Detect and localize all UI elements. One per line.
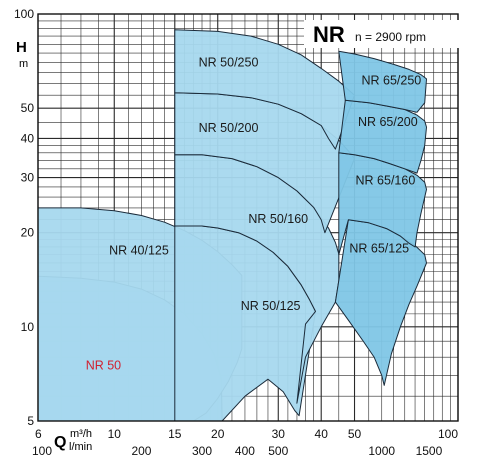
pump-regions bbox=[37, 29, 427, 422]
axis-ticks: 5 10 20 30 40 50 100 6 10 15 20 30 40 50 100 100 200 300 4… bbox=[14, 7, 458, 458]
region-label-nr-50-125: NR 50/125 bbox=[241, 299, 301, 313]
y-tick-label: 40 bbox=[21, 131, 35, 145]
y-tick-label: 100 bbox=[14, 7, 34, 21]
region-label-nr-65-160: NR 65/160 bbox=[356, 174, 416, 188]
region-label-nr-50: NR 50 bbox=[86, 359, 121, 373]
x-tick-label-m3h: 6 bbox=[35, 427, 42, 441]
x-tick-label-m3h: 50 bbox=[348, 427, 362, 441]
region-label-nr-40-125: NR 40/125 bbox=[109, 244, 169, 258]
region-label-nr-65-125: NR 65/125 bbox=[349, 241, 409, 255]
x-tick-label-m3h: 20 bbox=[211, 427, 225, 441]
region-label-nr-65-250: NR 65/250 bbox=[361, 74, 421, 88]
title-box: NR n = 2900 rpm bbox=[304, 20, 464, 48]
region-nr-65-250 bbox=[338, 50, 427, 113]
y-tick-label: 10 bbox=[21, 320, 35, 334]
region-label-nr-50-160: NR 50/160 bbox=[248, 212, 308, 226]
region-nr-50-250 bbox=[174, 29, 355, 150]
y-tick-label: 50 bbox=[21, 101, 35, 115]
y-tick-label: 5 bbox=[27, 414, 34, 428]
region-label-nr-50-200: NR 50/200 bbox=[199, 121, 259, 135]
x-tick-label-m3h: 100 bbox=[438, 427, 458, 441]
x-tick-label-lmin: 100 bbox=[32, 444, 52, 458]
chart-subtitle: n = 2900 rpm bbox=[355, 30, 426, 44]
y-tick-label: 30 bbox=[21, 171, 35, 185]
x-tick-label-lmin: 500 bbox=[268, 444, 288, 458]
x-tick-label-lmin: 400 bbox=[235, 444, 255, 458]
plot-frame bbox=[37, 13, 459, 422]
title-box-background bbox=[304, 20, 464, 48]
x-tick-label-lmin: 1000 bbox=[368, 444, 395, 458]
x-axis-primary-unit: m³/h bbox=[70, 428, 92, 440]
region-label-nr-65-200: NR 65/200 bbox=[358, 115, 418, 129]
x-axis-label: Q bbox=[54, 434, 66, 451]
region-labels: NR 50 NR 40/125 NR 50/125 NR 50/160 NR 50/20… bbox=[86, 55, 422, 372]
x-tick-label-m3h: 40 bbox=[315, 427, 329, 441]
chart-title: NR bbox=[313, 22, 345, 47]
x-tick-label-m3h: 30 bbox=[272, 427, 286, 441]
x-tick-label-m3h: 10 bbox=[108, 427, 122, 441]
x-tick-label-lmin: 200 bbox=[131, 444, 151, 458]
y-axis-unit: m bbox=[19, 58, 28, 70]
x-tick-label-m3h: 15 bbox=[168, 427, 182, 441]
x-axis-secondary-unit: l/min bbox=[69, 441, 92, 453]
y-tick-label: 20 bbox=[21, 226, 35, 240]
x-tick-label-lmin: 300 bbox=[192, 444, 212, 458]
y-axis-label: H bbox=[16, 39, 27, 56]
x-tick-label-lmin: 1500 bbox=[416, 444, 443, 458]
region-label-nr-50-250: NR 50/250 bbox=[199, 55, 259, 69]
